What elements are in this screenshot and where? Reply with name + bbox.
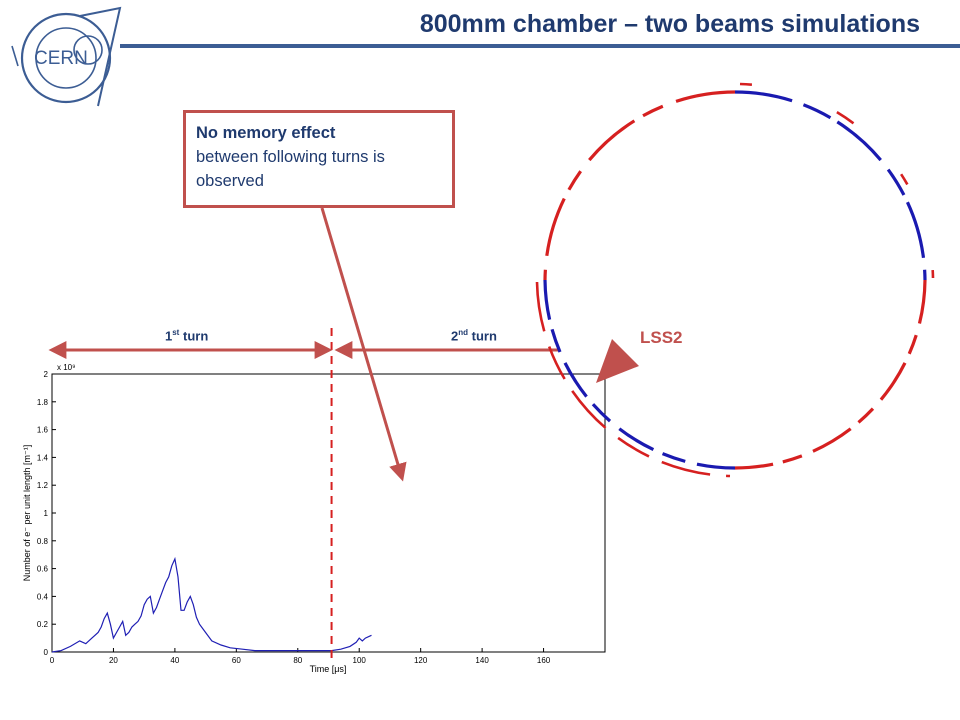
- y-axis-label: Number of e⁻ per unit length [m⁻¹]: [22, 445, 32, 582]
- callout-box: No memory effect between following turns…: [183, 110, 455, 208]
- y-tick-label: 0.6: [37, 565, 49, 574]
- title-rule: [120, 44, 960, 48]
- y-tick-label: 1.4: [37, 453, 49, 462]
- y-tick-label: 1.8: [37, 398, 49, 407]
- lss2-label: LSS2: [640, 328, 683, 347]
- x-tick-label: 20: [109, 656, 118, 665]
- y-tick-label: 0.2: [37, 620, 49, 629]
- callout-bold-text: No memory effect: [196, 124, 336, 142]
- y-tick-label: 2: [44, 370, 49, 379]
- cern-logo: CERN: [11, 6, 122, 107]
- slide-title: 800mm chamber – two beams simulations: [419, 10, 920, 38]
- series-line: [51, 556, 372, 653]
- second-turn-label: 2nd turn: [451, 328, 497, 344]
- x-tick-label: 80: [293, 656, 302, 665]
- cern-logo-text: CERN: [34, 48, 88, 69]
- x-tick-label: 40: [170, 656, 179, 665]
- callout-pointer-arrow: [320, 207, 407, 482]
- x-tick-label: 140: [475, 656, 489, 665]
- y-tick-label: 1.2: [37, 481, 49, 490]
- y-tick-label: 0.4: [37, 592, 49, 601]
- y-tick-label: 0: [44, 648, 49, 657]
- lss2-pointer-arrow: [596, 339, 639, 383]
- first-turn-label: 1st turn: [165, 328, 209, 344]
- x-tick-label: 0: [50, 656, 55, 665]
- y-tick-label: 0.8: [37, 537, 49, 546]
- x-tick-label: 100: [353, 656, 367, 665]
- beam-ring: [535, 82, 935, 478]
- x-tick-label: 120: [414, 656, 428, 665]
- chart-ticks: 0 20 40 60 80 100 120 140 160 0 0.2 0.4 0.6 0.8 1 1.2 1.…: [37, 370, 551, 665]
- x-tick-label: 60: [232, 656, 241, 665]
- y-multiplier: x 10⁹: [57, 363, 76, 372]
- y-tick-label: 1.6: [37, 426, 49, 435]
- callout-text: between following turns is observed: [196, 148, 385, 190]
- x-axis-label: Time [μs]: [310, 664, 347, 674]
- x-tick-label: 160: [537, 656, 551, 665]
- chart-frame: [51, 373, 606, 653]
- y-tick-label: 1: [44, 509, 49, 518]
